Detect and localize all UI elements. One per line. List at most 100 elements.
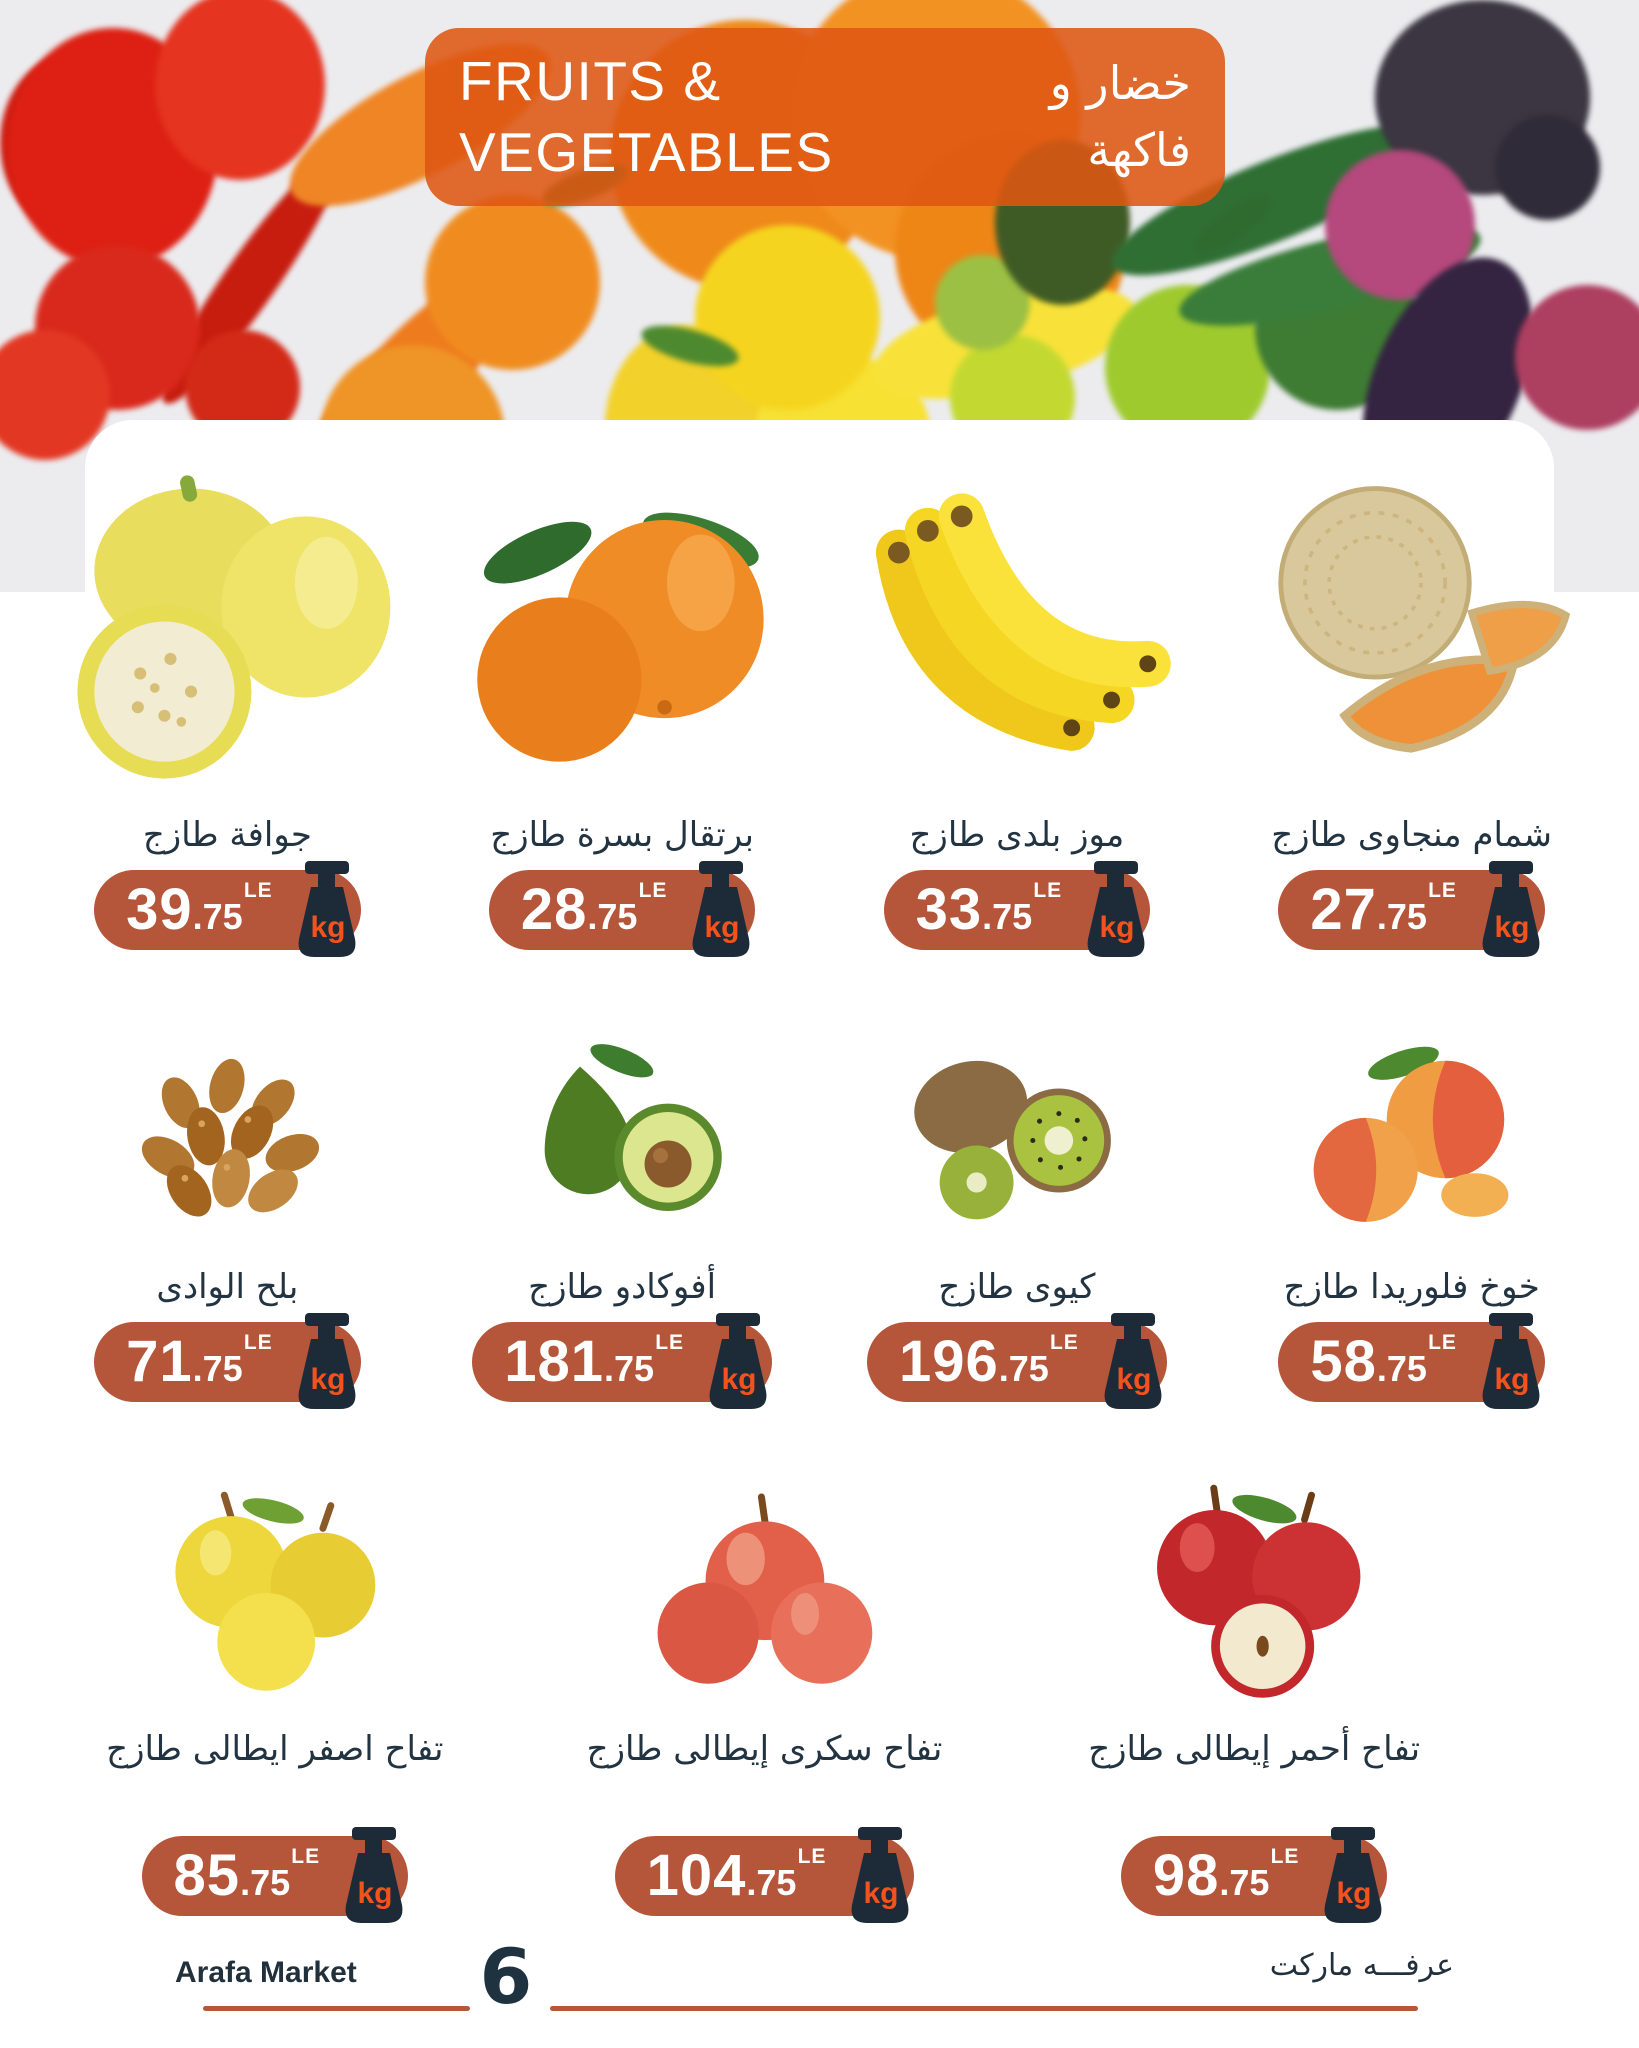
price-decimal: .75 <box>240 1862 291 1903</box>
product-name: موز بلدى طازج <box>909 815 1125 855</box>
price-decimal: .75 <box>192 896 243 937</box>
section-title-arabic: خضار و فاكهة <box>1050 50 1191 183</box>
price-decimal: .75 <box>603 1348 655 1389</box>
section-title-banner: FRUITS & VEGETABLES خضار و فاكهة <box>425 28 1225 206</box>
title-en-line1: FRUITS & <box>459 49 722 112</box>
guava-image <box>46 446 409 806</box>
title-ar-line2: فاكهة <box>1087 123 1191 177</box>
product-card-kiwi: كيوى طازج 196.75 LE kg <box>820 1008 1215 1409</box>
price-badge: 58.75 LE kg <box>1278 1313 1545 1409</box>
currency-label: LE <box>243 1331 273 1354</box>
currency-label: LE <box>243 879 273 902</box>
price-decimal: .75 <box>1219 1862 1270 1903</box>
product-card-avocado: أفوكادو طازج 181.75 LE kg <box>425 1008 820 1409</box>
product-name: تفاح أحمر إيطالى طازج <box>1088 1729 1421 1769</box>
kg-weight-icon: kg <box>1087 861 1145 957</box>
price-badge: 28.75 LE kg <box>488 861 756 957</box>
price-value: 71.75 <box>126 1333 243 1391</box>
product-card-sugar-apple: تفاح سكرى إيطالى طازج 104.75 LE kg <box>520 1460 1010 1923</box>
price-badge: 104.75 LE kg <box>614 1827 915 1923</box>
kg-weight-icon: kg <box>692 861 750 957</box>
currency-label: LE <box>1428 1331 1457 1354</box>
kg-label: kg <box>1494 1363 1529 1396</box>
product-name: برتقال بسرة طازج <box>490 815 754 855</box>
title-ar-line1: خضار و <box>1049 56 1191 111</box>
brand-name-arabic: عرفـــه ماركت <box>1269 1948 1454 1983</box>
kg-weight-icon: kg <box>345 1827 403 1923</box>
price-value: 196.75 <box>899 1333 1049 1391</box>
currency-label: LE <box>655 1331 685 1354</box>
kg-label: kg <box>1100 911 1135 944</box>
price-decimal: .75 <box>746 1862 797 1903</box>
yellow-apple-image <box>144 1460 406 1720</box>
price-integer: 104 <box>646 1843 747 1908</box>
price-badge: 181.75 LE kg <box>472 1313 773 1409</box>
kg-label: kg <box>1337 1877 1372 1910</box>
price-value: 28.75 <box>521 881 638 939</box>
currency-label: LE <box>291 1845 321 1868</box>
price-decimal: .75 <box>1376 1348 1427 1389</box>
price-badge: 39.75 LE kg <box>94 861 361 957</box>
price-integer: 27 <box>1310 877 1377 942</box>
price-integer: 58 <box>1310 1329 1377 1394</box>
kg-weight-icon: kg <box>1482 861 1540 957</box>
currency-label: LE <box>797 1845 827 1868</box>
section-title-english: FRUITS & VEGETABLES <box>459 46 834 189</box>
price-value: 33.75 <box>916 881 1033 939</box>
product-name: بلح الوادى <box>156 1267 299 1307</box>
product-row-2: بلح الوادى 71.75 LE kg <box>30 1008 1609 1409</box>
tomato-photo-blob <box>0 330 110 460</box>
product-row-3: تفاح اصفر ايطالى طازج 85.75 LE kg <box>30 1460 1499 1923</box>
kg-label: kg <box>310 911 345 944</box>
price-value: 39.75 <box>126 881 243 939</box>
currency-label: LE <box>1270 1845 1300 1868</box>
kg-weight-icon: kg <box>298 861 356 957</box>
kg-weight-icon: kg <box>1325 1827 1382 1923</box>
red-apple-image <box>1123 1460 1385 1720</box>
price-badge: 27.75 LE kg <box>1278 861 1545 957</box>
product-card-dates: بلح الوادى 71.75 LE kg <box>30 1008 425 1409</box>
product-card-yellow-apple: تفاح اصفر ايطالى طازج 85.75 LE kg <box>30 1460 520 1923</box>
banana-image <box>836 446 1199 806</box>
currency-label: LE <box>638 879 668 902</box>
footer-divider-line <box>203 2006 470 2011</box>
product-name: كيوى طازج <box>938 1267 1096 1307</box>
price-decimal: .75 <box>192 1348 243 1389</box>
price-badge: 85.75 LE kg <box>141 1827 409 1923</box>
products-card: جوافة طازج 39.75 LE kg <box>77 420 1571 2044</box>
price-integer: 39 <box>126 877 193 942</box>
kg-weight-icon: kg <box>709 1313 767 1409</box>
price-badge: 71.75 LE kg <box>94 1313 361 1409</box>
product-card-cantaloupe: شمام منجاوى طازج 27.75 LE kg <box>1214 446 1609 957</box>
product-card-guava: جوافة طازج 39.75 LE kg <box>30 446 425 957</box>
price-decimal: .75 <box>998 1348 1049 1389</box>
product-row-1: جوافة طازج 39.75 LE kg <box>30 446 1609 957</box>
price-integer: 71 <box>126 1329 193 1394</box>
product-name: شمام منجاوى طازج <box>1271 815 1552 855</box>
kg-label: kg <box>705 911 740 944</box>
price-integer: 33 <box>915 877 983 942</box>
orange-image <box>441 446 804 806</box>
kg-label: kg <box>1494 911 1529 944</box>
kg-label: kg <box>358 1877 393 1910</box>
price-decimal: .75 <box>587 896 638 937</box>
avocado-image <box>496 1008 748 1258</box>
product-name: تفاح سكرى إيطالى طازج <box>586 1729 943 1769</box>
product-name: أفوكادو طازج <box>528 1267 717 1307</box>
price-badge: 98.75 LE kg <box>1120 1827 1388 1923</box>
kg-label: kg <box>864 1877 899 1910</box>
kg-label: kg <box>1116 1363 1151 1396</box>
sugar-apple-image <box>634 1460 896 1720</box>
price-value: 98.75 <box>1153 1847 1270 1905</box>
currency-label: LE <box>1428 879 1457 902</box>
price-integer: 28 <box>520 877 588 942</box>
product-card-orange: برتقال بسرة طازج 28.75 LE kg <box>425 446 820 957</box>
yellow-pepper-photo-blob <box>695 225 880 410</box>
kg-weight-icon: kg <box>851 1827 909 1923</box>
price-value: 85.75 <box>174 1847 291 1905</box>
price-value: 104.75 <box>647 1847 797 1905</box>
kiwi-image <box>891 1008 1143 1258</box>
price-integer: 85 <box>173 1843 241 1908</box>
orange-photo-blob <box>425 195 600 370</box>
